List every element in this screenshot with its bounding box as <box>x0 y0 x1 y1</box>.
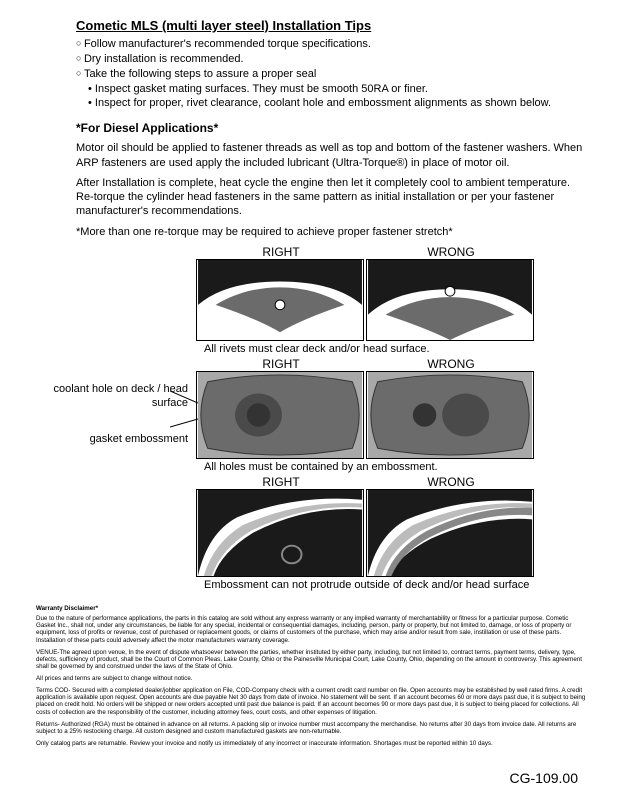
disclaimer-paragraph: All prices and terms are subject to chan… <box>36 675 588 682</box>
figure-label-right: RIGHT <box>196 357 366 371</box>
diagram-rivet-right <box>196 259 364 341</box>
page-number: CG-109.00 <box>510 770 578 786</box>
diagram-protrude-right <box>196 489 364 577</box>
figure-row-rivets: RIGHT WRONG <box>36 245 588 341</box>
callout-lines-icon <box>170 373 198 465</box>
callout-label-coolant: coolant hole on deck / head surface <box>36 383 188 411</box>
callout-label-embossment: gasket embossment <box>36 433 188 447</box>
bullet-item: Take the following steps to assure a pro… <box>76 67 588 82</box>
disclaimer-paragraph: Due to the nature of performance applica… <box>36 615 588 644</box>
figure-label-right: RIGHT <box>196 245 366 259</box>
disclaimer-paragraph: Returns- Authorized (RGA) must be obtain… <box>36 721 588 735</box>
bullet-subitem: Inspect for proper, rivet clearance, coo… <box>88 96 588 111</box>
page-title: Cometic MLS (multi layer steel) Installa… <box>76 18 588 33</box>
bullet-list: Follow manufacturer's recommended torque… <box>76 37 588 111</box>
figure-caption: Embossment can not protrude outside of d… <box>204 579 588 591</box>
bullet-item: Follow manufacturer's recommended torque… <box>76 37 588 52</box>
disclaimer-paragraph: VENUE-The agreed upon venue, In the even… <box>36 649 588 670</box>
diagram-hole-wrong <box>366 371 534 459</box>
bullet-item: Dry installation is recommended. <box>76 52 588 67</box>
diagram-rivet-wrong <box>366 259 534 341</box>
disclaimer-block: Warranty Disclaimer* Due to the nature o… <box>36 605 588 747</box>
figure-row-protrusion: RIGHT WRONG <box>36 475 588 577</box>
diagram-hole-right <box>196 371 364 459</box>
disclaimer-paragraph: Terms COD- Secured with a completed deal… <box>36 687 588 716</box>
figure-label-wrong: WRONG <box>366 475 536 489</box>
disclaimer-heading: Warranty Disclaimer* <box>36 605 588 612</box>
figure-row-holes: coolant hole on deck / head surface gask… <box>36 357 588 459</box>
paragraph: Motor oil should be applied to fastener … <box>76 141 588 170</box>
figures-block: RIGHT WRONG All rivets must clear dec <box>36 245 588 591</box>
figure-label-right: RIGHT <box>196 475 366 489</box>
bullet-subitem: Inspect gasket mating surfaces. They mus… <box>88 82 588 97</box>
section-heading: *For Diesel Applications* <box>76 121 588 135</box>
figure-label-wrong: WRONG <box>366 245 536 259</box>
paragraph: After Installation is complete, heat cyc… <box>76 176 588 219</box>
paragraph: *More than one re-torque may be required… <box>76 225 588 239</box>
disclaimer-paragraph: Only catalog parts are returnable. Revie… <box>36 740 588 747</box>
figure-caption: All holes must be contained by an emboss… <box>204 461 588 473</box>
diagram-protrude-wrong <box>366 489 534 577</box>
figure-label-wrong: WRONG <box>366 357 536 371</box>
figure-caption: All rivets must clear deck and/or head s… <box>204 343 588 355</box>
